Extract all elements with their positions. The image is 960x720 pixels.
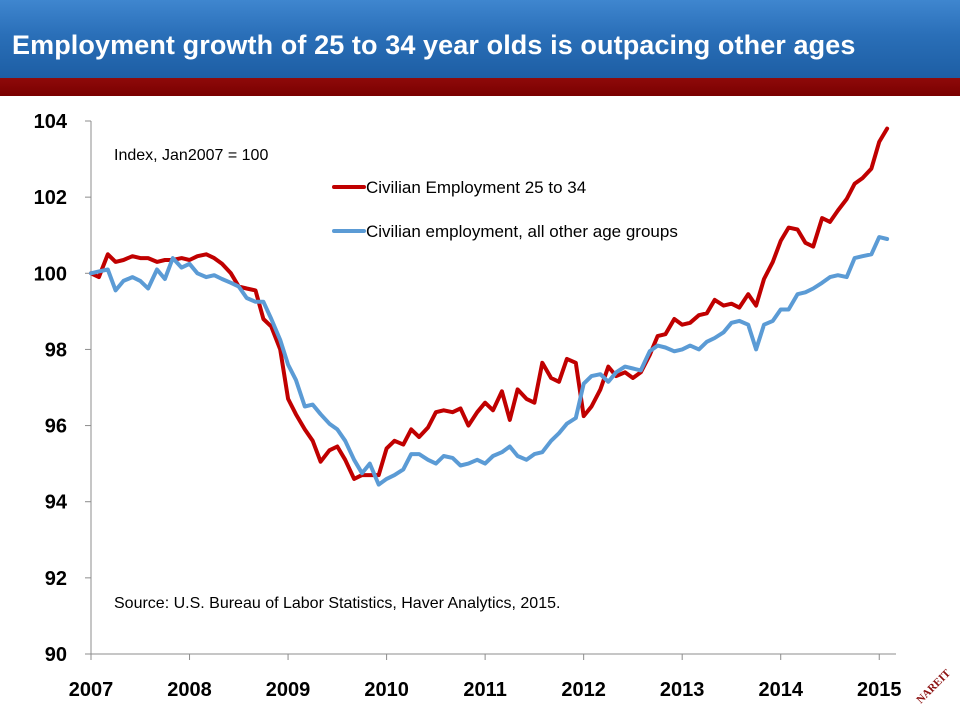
x-tick-label: 2013 — [660, 679, 705, 701]
source-note: Source: U.S. Bureau of Labor Statistics,… — [114, 595, 560, 612]
x-tick-label: 2012 — [561, 679, 606, 701]
nareit-logo-icon: NAREIT — [914, 667, 953, 706]
legend-label-1: Civilian Employment 25 to 34 — [366, 178, 586, 197]
y-tick-label: 102 — [34, 187, 67, 209]
title-bar: Employment growth of 25 to 34 year olds … — [0, 0, 960, 78]
y-tick-label: 104 — [34, 111, 68, 133]
chart-series — [89, 126, 890, 487]
y-tick-label: 96 — [45, 416, 67, 438]
y-tick-label: 98 — [45, 339, 67, 361]
x-tick-label: 2007 — [69, 679, 114, 701]
y-tick-label: 100 — [34, 263, 67, 285]
legend-label-2: Civilian employment, all other age group… — [366, 222, 678, 241]
y-tick-label: 92 — [45, 568, 67, 590]
series-line-2 — [89, 235, 890, 487]
chart-legend: Civilian Employment 25 to 34 Civilian emp… — [332, 178, 678, 241]
y-tick-label: 94 — [45, 492, 68, 514]
x-tick-label: 2008 — [167, 679, 212, 701]
index-note: Index, Jan2007 = 100 — [114, 147, 268, 164]
x-tick-label: 2009 — [266, 679, 311, 701]
x-tick-label: 2015 — [857, 679, 902, 701]
series-line-1 — [89, 126, 890, 481]
x-tick-label: 2010 — [364, 679, 409, 701]
x-tick-label: 2014 — [758, 679, 803, 701]
svg-text:NAREIT: NAREIT — [914, 667, 953, 706]
chart-axes: 90 92 94 96 98 100 102 104 2007 2008 2009 2010 2011 2… — [34, 111, 902, 701]
slide-title: Employment growth of 25 to 34 year olds … — [12, 30, 856, 60]
y-tick-label: 90 — [45, 644, 67, 666]
accent-bar — [0, 78, 960, 96]
x-tick-label: 2011 — [463, 679, 506, 701]
